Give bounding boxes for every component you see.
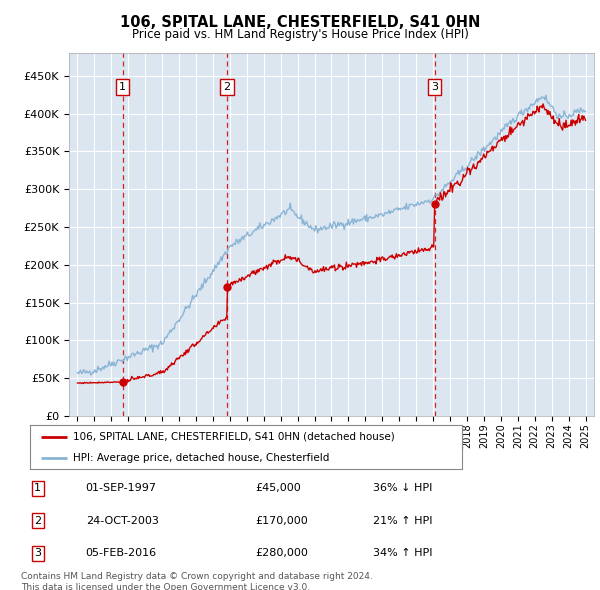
Text: 34% ↑ HPI: 34% ↑ HPI — [373, 548, 433, 558]
Text: Price paid vs. HM Land Registry's House Price Index (HPI): Price paid vs. HM Land Registry's House … — [131, 28, 469, 41]
Text: 36% ↓ HPI: 36% ↓ HPI — [373, 483, 433, 493]
Text: 01-SEP-1997: 01-SEP-1997 — [86, 483, 157, 493]
Text: Contains HM Land Registry data © Crown copyright and database right 2024.
This d: Contains HM Land Registry data © Crown c… — [21, 572, 373, 590]
Text: £170,000: £170,000 — [255, 516, 308, 526]
Text: 3: 3 — [431, 82, 438, 92]
Text: £45,000: £45,000 — [255, 483, 301, 493]
Text: 3: 3 — [34, 548, 41, 558]
Text: 24-OCT-2003: 24-OCT-2003 — [86, 516, 158, 526]
Text: 2: 2 — [223, 82, 230, 92]
Text: 106, SPITAL LANE, CHESTERFIELD, S41 0HN (detached house): 106, SPITAL LANE, CHESTERFIELD, S41 0HN … — [73, 432, 395, 442]
Text: 1: 1 — [34, 483, 41, 493]
Text: 1: 1 — [119, 82, 126, 92]
Text: 106, SPITAL LANE, CHESTERFIELD, S41 0HN: 106, SPITAL LANE, CHESTERFIELD, S41 0HN — [120, 15, 480, 30]
Text: HPI: Average price, detached house, Chesterfield: HPI: Average price, detached house, Ches… — [73, 453, 329, 463]
Text: 05-FEB-2016: 05-FEB-2016 — [86, 548, 157, 558]
Text: 2: 2 — [34, 516, 41, 526]
Text: 21% ↑ HPI: 21% ↑ HPI — [373, 516, 433, 526]
Text: £280,000: £280,000 — [255, 548, 308, 558]
